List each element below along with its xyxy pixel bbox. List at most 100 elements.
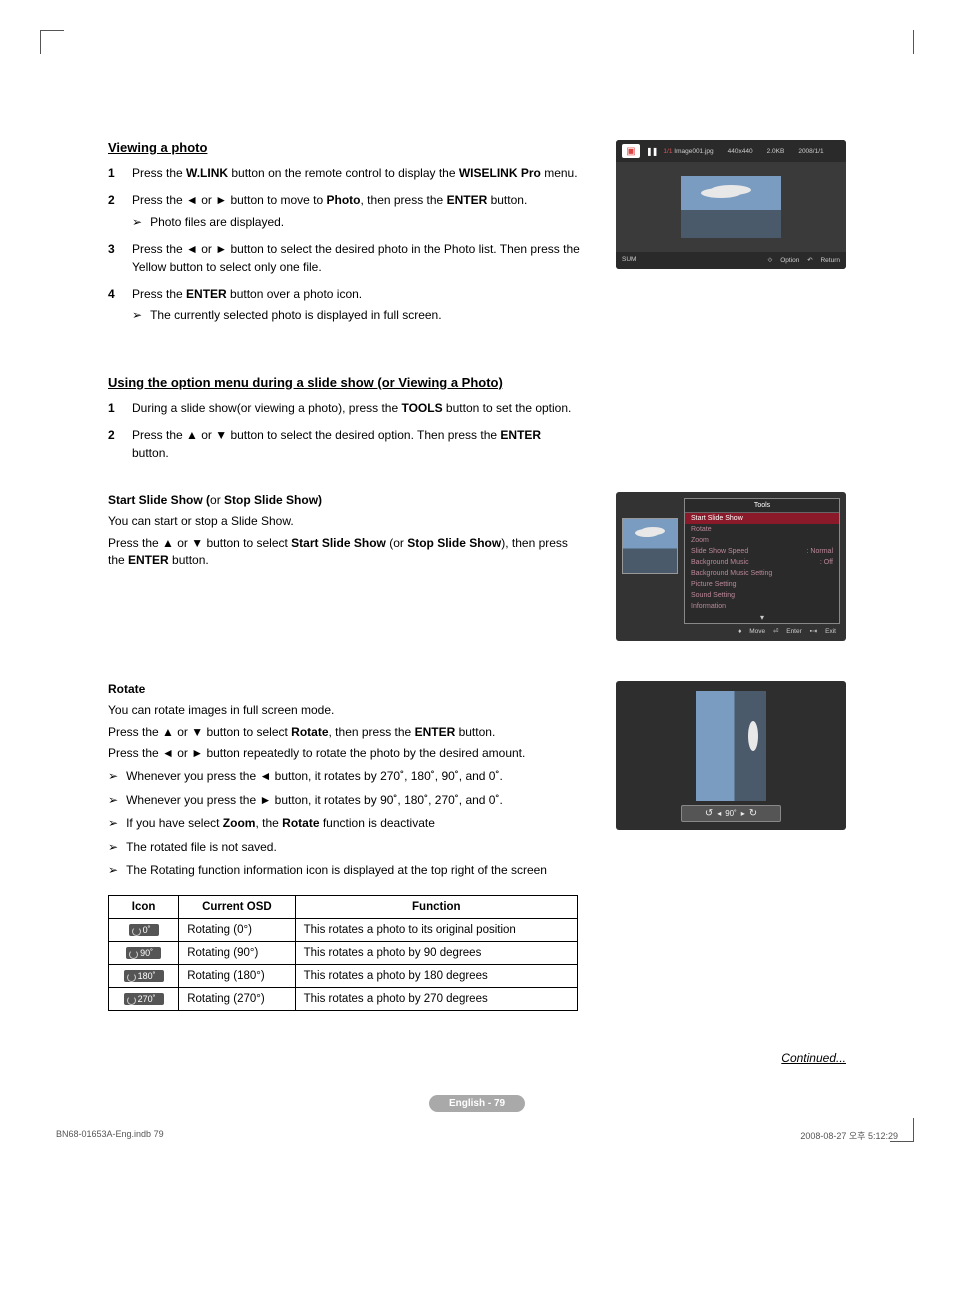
step-body: During a slide show(or viewing a photo),… <box>132 400 571 417</box>
cell-icon: 270˚ <box>109 988 179 1011</box>
th-icon: Icon <box>109 896 179 919</box>
step-item: 1 During a slide show(or viewing a photo)… <box>108 400 578 417</box>
section1-title: Viewing a photo <box>108 140 586 155</box>
figure-photo-viewer: ▣ ❚❚ 1/1 Image001.jpg 440x440 2.0KB 2008… <box>616 140 846 269</box>
cell-fn: This rotates a photo by 180 degrees <box>295 965 577 988</box>
section-option-menu: Using the option menu during a slide sho… <box>108 375 846 462</box>
print-right: 2008-08-27 오후 5:12:29 <box>800 1129 898 1142</box>
continued: Continued... <box>108 1051 846 1065</box>
viewer-date: 2008/1/1 <box>798 148 823 155</box>
section1-steps: 1 Press the W.LINK button on the remote c… <box>108 165 586 325</box>
tools-menu-item: Background Music Setting <box>685 568 839 579</box>
section3-line2: Press the ▲ or ▼ button to select Start … <box>108 535 586 570</box>
section-rotate: Rotate You can rotate images in full scr… <box>108 681 846 886</box>
deg-badge-icon: 180˚ <box>124 970 164 982</box>
step-item: 4Press the ENTER button over a photo ico… <box>108 286 586 325</box>
viewer-return-hint: ↶ Return <box>807 257 840 264</box>
rotate-deg: 90˚ <box>725 809 737 818</box>
tools-menu-item: Background Music: Off <box>685 557 839 568</box>
cell-icon: 90˚ <box>109 942 179 965</box>
arrow-icon: ➢ <box>132 307 142 324</box>
step-number: 2 <box>108 192 118 231</box>
rotate-photo <box>696 691 766 801</box>
step-number: 2 <box>108 427 118 462</box>
step-number: 3 <box>108 241 118 276</box>
step-body: Press the ▲ or ▼ button to select the de… <box>132 427 578 462</box>
viewer-option-hint: ⟐ Option <box>767 257 799 264</box>
cell-fn: This rotates a photo by 270 degrees <box>295 988 577 1011</box>
section4-line1: You can rotate images in full screen mod… <box>108 702 586 719</box>
deg-badge-icon: 90˚ <box>126 947 161 959</box>
viewer-filename: Image001.jpg <box>674 148 713 155</box>
viewer-size: 2.0KB <box>767 148 785 155</box>
cell-osd: Rotating (270°) <box>179 988 295 1011</box>
step-body: Press the ◄ or ► button to select the de… <box>132 241 586 276</box>
tools-exit-hint: ▪⇥ Exit <box>810 628 836 635</box>
tools-thumb <box>622 518 678 574</box>
step-body: Press the ◄ or ► button to move to Photo… <box>132 192 527 231</box>
page-label: English - 79 <box>429 1095 525 1112</box>
step-number: 1 <box>108 165 118 182</box>
section3-line1: You can start or stop a Slide Show. <box>108 513 586 530</box>
camera-icon: ▣ <box>622 144 640 158</box>
tools-menu-item: Information <box>685 601 839 612</box>
print-left: BN68-01653A-Eng.indb 79 <box>56 1129 164 1142</box>
step-item: 2 Press the ▲ or ▼ button to select the d… <box>108 427 578 462</box>
tools-menu-item: Sound Setting <box>685 590 839 601</box>
table-row: 270˚ Rotating (270°)This rotates a photo … <box>109 988 578 1011</box>
bullet-item: ➢Whenever you press the ► button, it rot… <box>108 792 586 809</box>
tools-move-hint: ♦ Move <box>738 628 765 635</box>
rotate-cw-icon: ↻ <box>749 808 757 819</box>
step-number: 4 <box>108 286 118 325</box>
deg-badge-icon: 0˚ <box>129 924 159 936</box>
viewer-sum: SUM <box>622 256 636 265</box>
tools-menu-item: Zoom <box>685 535 839 546</box>
cell-fn: This rotates a photo to its original pos… <box>295 919 577 942</box>
arrow-icon: ➢ <box>108 792 118 809</box>
bullet-item: ➢Whenever you press the ◄ button, it rot… <box>108 768 586 785</box>
step-sub: ➢Photo files are displayed. <box>132 214 527 231</box>
table-body: 0˚ Rotating (0°)This rotates a photo to i… <box>109 919 578 1011</box>
section4-line2: Press the ▲ or ▼ button to select Rotate… <box>108 724 586 741</box>
tools-menu-item: Start Slide Show <box>685 513 839 524</box>
cell-icon: 180˚ <box>109 965 179 988</box>
th-osd: Current OSD <box>179 896 295 919</box>
tools-menu-item: Picture Setting <box>685 579 839 590</box>
right-icon: ▸ <box>741 809 745 818</box>
section2-steps: 1 During a slide show(or viewing a photo)… <box>108 400 578 462</box>
section4-bullets: ➢Whenever you press the ◄ button, it rot… <box>108 768 586 879</box>
section4-title: Rotate <box>108 682 145 696</box>
cell-osd: Rotating (0°) <box>179 919 295 942</box>
page-footer: English - 79 <box>108 1095 846 1112</box>
table-header-row: Icon Current OSD Function <box>109 896 578 919</box>
figure-rotate: ↺ ◂ 90˚ ▸ ↻ <box>616 681 846 830</box>
tools-menu-item: Rotate <box>685 524 839 535</box>
cell-icon: 0˚ <box>109 919 179 942</box>
bullet-item: ➢The rotated file is not saved. <box>108 839 586 856</box>
arrow-icon: ➢ <box>132 214 142 231</box>
step-body: Press the W.LINK button on the remote co… <box>132 165 578 182</box>
tools-title: Tools <box>685 499 839 513</box>
viewer-idx: 1/1 <box>663 148 672 155</box>
table-row: 90˚Rotating (90°)This rotates a photo by… <box>109 942 578 965</box>
step-item: 1 Press the W.LINK button on the remote c… <box>108 165 586 182</box>
section-viewing-photo: Viewing a photo 1 Press the W.LINK button… <box>108 140 846 335</box>
crop-mark-tr <box>912 30 914 54</box>
rotate-table: Icon Current OSD Function 0˚ Rotating (0°… <box>108 895 578 1011</box>
cell-osd: Rotating (180°) <box>179 965 295 988</box>
section-start-slideshow: Start Slide Show (or Stop Slide Show) Yo… <box>108 492 846 641</box>
arrow-icon: ➢ <box>108 862 118 879</box>
figure-tools-menu: Tools Start Slide ShowRotateZoomSlide Sh… <box>616 492 846 641</box>
crop-mark-tl <box>40 30 64 54</box>
step-item: 3 Press the ◄ or ► button to select the d… <box>108 241 586 276</box>
th-fn: Function <box>295 896 577 919</box>
tools-menu-item: Slide Show Speed: Normal <box>685 546 839 557</box>
table-row: 180˚ Rotating (180°)This rotates a photo … <box>109 965 578 988</box>
deg-badge-icon: 270˚ <box>124 993 164 1005</box>
cell-osd: Rotating (90°) <box>179 942 295 965</box>
bullet-item: ➢If you have select Zoom, the Rotate fun… <box>108 815 586 832</box>
section3-title: Start Slide Show (or Stop Slide Show) <box>108 492 586 509</box>
print-footer: BN68-01653A-Eng.indb 79 2008-08-27 오후 5:… <box>56 1129 898 1142</box>
step-number: 1 <box>108 400 118 417</box>
step-item: 2 Press the ◄ or ► button to move to Phot… <box>108 192 586 231</box>
